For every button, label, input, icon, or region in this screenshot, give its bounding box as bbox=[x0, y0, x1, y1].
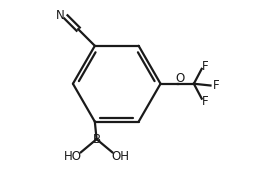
Text: OH: OH bbox=[111, 150, 129, 163]
Text: O: O bbox=[175, 72, 184, 85]
Text: F: F bbox=[202, 60, 208, 73]
Text: HO: HO bbox=[64, 150, 82, 163]
Text: F: F bbox=[212, 79, 219, 92]
Text: B: B bbox=[93, 133, 101, 146]
Text: N: N bbox=[56, 9, 65, 22]
Text: F: F bbox=[202, 95, 208, 108]
